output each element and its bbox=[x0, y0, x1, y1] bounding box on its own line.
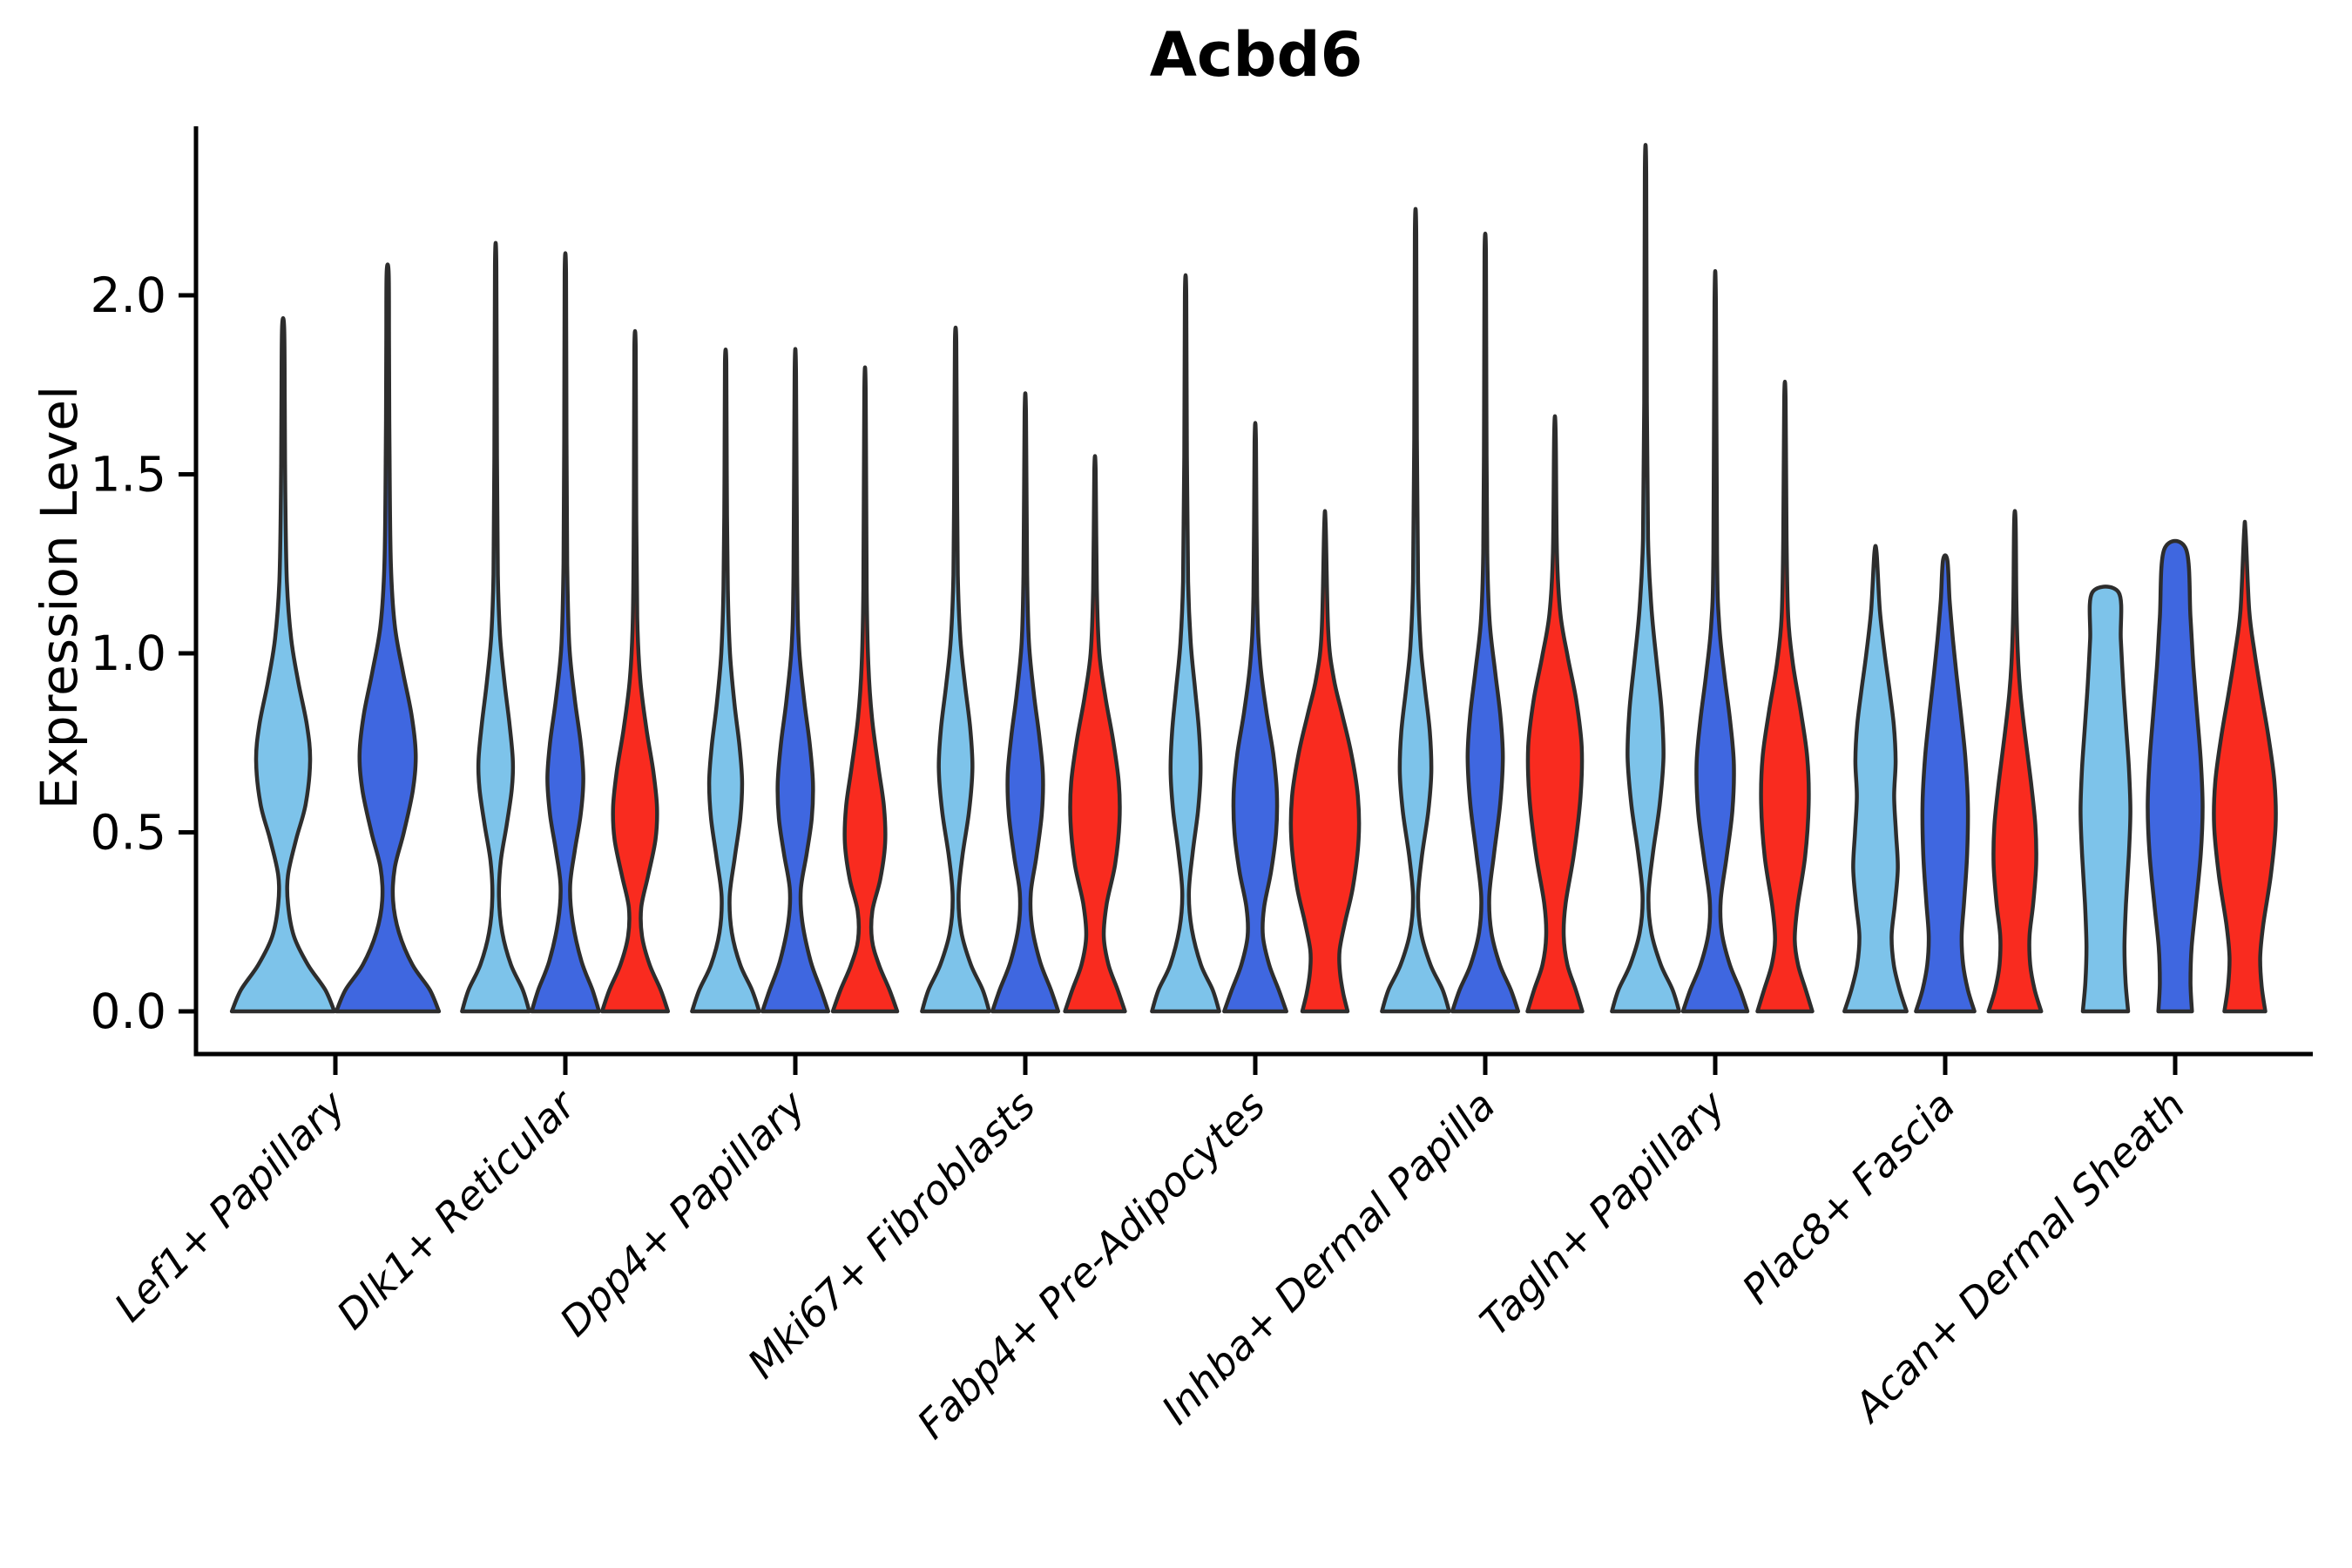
violin-tagln-1 bbox=[1680, 269, 1750, 1014]
y-axis-label: Expression Level bbox=[30, 385, 89, 810]
x-tick-label: Tagln+ Papillary bbox=[1470, 1081, 1734, 1345]
violin-inhba-2 bbox=[1525, 414, 1585, 1014]
x-tick-label: Dlk1+ Reticular bbox=[328, 1079, 586, 1338]
violin-inhba-0 bbox=[1380, 206, 1451, 1014]
violin-lef1-0 bbox=[229, 315, 337, 1014]
violin-tagln-0 bbox=[1610, 143, 1681, 1014]
violin-plac8-0 bbox=[1842, 544, 1909, 1014]
violin-fabp4-0 bbox=[1150, 273, 1221, 1014]
y-tick-label: 0.0 bbox=[91, 983, 166, 1039]
violin-dpp4-1 bbox=[760, 347, 831, 1014]
y-tick-label: 0.5 bbox=[91, 805, 166, 861]
chart-title: Acbd6 bbox=[1149, 19, 1363, 91]
violin-dpp4-2 bbox=[830, 365, 900, 1014]
violin-lef1-1 bbox=[334, 262, 442, 1014]
y-tick-label: 1.5 bbox=[91, 447, 166, 503]
x-tick-label: Lef1+ Papillary bbox=[105, 1081, 355, 1330]
violin-acan-2 bbox=[2212, 519, 2278, 1014]
violin-fabp4-1 bbox=[1222, 421, 1288, 1014]
y-tick-label: 2.0 bbox=[91, 267, 166, 323]
violin-dlk1-1 bbox=[530, 251, 601, 1014]
violin-tagln-2 bbox=[1755, 379, 1815, 1014]
y-tick-label: 1.0 bbox=[91, 625, 166, 681]
violin-acan-1 bbox=[2146, 538, 2205, 1014]
x-tick-label: Plac8+ Fascia bbox=[1733, 1082, 1963, 1313]
violin-mki67-0 bbox=[920, 325, 991, 1014]
violin-plac8-2 bbox=[1986, 509, 2044, 1014]
violin-acan-0 bbox=[2078, 585, 2132, 1014]
violin-dlk1-0 bbox=[460, 240, 531, 1014]
violin-mki67-2 bbox=[1063, 454, 1127, 1014]
violin-mki67-1 bbox=[990, 391, 1061, 1014]
violin-inhba-1 bbox=[1450, 231, 1521, 1014]
x-tick-label: Dpp4+ Papillary bbox=[551, 1081, 814, 1345]
violin-plac8-1 bbox=[1914, 553, 1977, 1014]
violin-dpp4-0 bbox=[690, 347, 761, 1014]
violin-fabp4-2 bbox=[1288, 509, 1362, 1014]
violin-dlk1-2 bbox=[599, 328, 671, 1014]
